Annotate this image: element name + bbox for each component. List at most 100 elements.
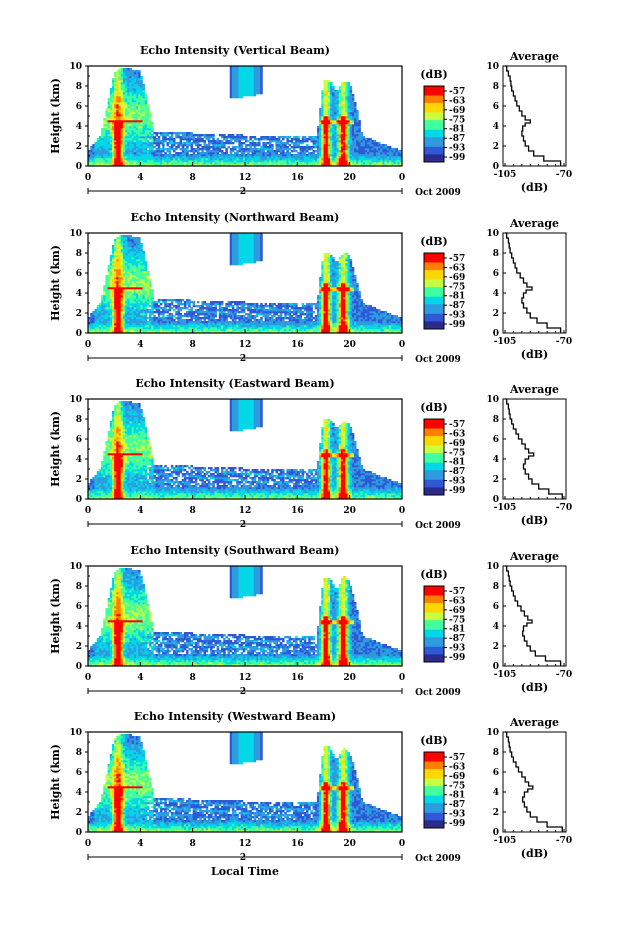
heatmap-cell <box>162 313 165 316</box>
heatmap-cell <box>277 156 281 159</box>
heatmap-cell <box>199 140 202 143</box>
heatmap-cell <box>334 130 337 133</box>
heatmap-cell <box>334 98 337 101</box>
heatmap-cell <box>234 317 237 320</box>
heatmap-cell <box>238 156 241 159</box>
heatmap-cell <box>114 130 117 133</box>
heatmap-cell <box>229 92 233 95</box>
heatmap-cell <box>345 84 348 87</box>
heatmap-cell <box>138 70 141 73</box>
heatmap-cell <box>264 162 268 165</box>
heatmap-cell <box>118 150 122 153</box>
heatmap-cell <box>236 138 239 141</box>
heatmap-cell <box>336 152 340 155</box>
heatmap-cell <box>90 325 93 328</box>
heatmap-cell <box>98 331 102 334</box>
heatmap-cell <box>114 301 117 304</box>
heatmap-cell <box>111 307 115 310</box>
heatmap-cell <box>225 150 228 153</box>
heatmap-cell <box>135 265 139 268</box>
heatmap-cell <box>164 160 167 163</box>
heatmap-cell <box>214 309 217 312</box>
heatmap-cell <box>203 315 207 318</box>
heatmap-cell <box>116 78 119 81</box>
heatmap-cell <box>122 279 126 282</box>
heatmap-cell <box>118 259 122 262</box>
heatmap-cell <box>111 154 115 157</box>
heatmap-cell <box>101 132 104 135</box>
heatmap-cell <box>238 162 241 165</box>
heatmap-cell <box>231 78 235 81</box>
heatmap-cell <box>168 132 172 135</box>
heatmap-cell <box>192 152 196 155</box>
heatmap-cell <box>247 68 250 71</box>
heatmap-cell <box>149 281 152 284</box>
heatmap-cell <box>135 331 139 334</box>
average-x-tick-label: -105 <box>494 170 517 180</box>
heatmap-cell <box>177 164 180 167</box>
heatmap-cell <box>138 130 141 133</box>
heatmap-cell <box>192 327 196 330</box>
heatmap-cell <box>234 86 237 89</box>
heatmap-cell <box>343 100 346 103</box>
heatmap-cell <box>140 100 143 103</box>
heatmap-cell <box>179 164 183 167</box>
heatmap-cell <box>397 162 401 165</box>
heatmap-cell <box>286 138 289 141</box>
heatmap-cell <box>142 136 145 139</box>
heatmap-cell <box>255 92 259 95</box>
heatmap-cell <box>146 303 150 306</box>
colorbar-tick-label: -69 <box>449 106 465 116</box>
heatmap-cell <box>96 162 100 165</box>
heatmap-cell <box>343 116 346 119</box>
heatmap-cell <box>299 162 302 165</box>
heatmap-cell <box>170 164 174 167</box>
heatmap-cell <box>231 263 235 266</box>
heatmap-cell <box>325 158 329 161</box>
heatmap-cell <box>149 164 152 167</box>
heatmap-cell <box>229 90 233 93</box>
heatmap-cell <box>214 331 217 334</box>
heatmap-cell <box>129 134 132 137</box>
heatmap-cell <box>114 255 117 258</box>
heatmap-cell <box>111 319 115 322</box>
heatmap-cell <box>146 162 150 165</box>
heatmap-cell <box>279 146 283 149</box>
heatmap-cell <box>354 114 357 117</box>
heatmap-cell <box>135 98 139 101</box>
heatmap-cell <box>336 158 340 161</box>
heatmap-cell <box>397 164 401 167</box>
heatmap-cell <box>386 146 390 149</box>
heatmap-cell <box>135 106 139 109</box>
heatmap-cell <box>177 301 180 304</box>
heatmap-cell <box>118 86 122 89</box>
heatmap-cell <box>116 317 119 320</box>
heatmap-cell <box>146 152 150 155</box>
heatmap-cell <box>290 154 294 157</box>
heatmap-cell <box>351 106 355 109</box>
heatmap-cell <box>168 156 172 159</box>
heatmap-cell <box>122 261 126 264</box>
heatmap-cell <box>118 263 122 266</box>
heatmap-cell <box>354 158 357 161</box>
heatmap-cell <box>101 134 104 137</box>
heatmap-cell <box>162 164 165 167</box>
heatmap-cell <box>116 104 119 107</box>
heatmap-cell <box>133 120 137 123</box>
heatmap-cell <box>118 124 122 127</box>
heatmap-cell <box>319 164 322 167</box>
heatmap-cell <box>131 132 135 135</box>
heatmap-cell <box>319 162 322 165</box>
heatmap-cell <box>362 142 366 145</box>
heatmap-cell <box>332 164 335 167</box>
heatmap-cell <box>90 162 93 165</box>
heatmap-cell <box>330 150 333 153</box>
heatmap-cell <box>212 134 215 137</box>
heatmap-cell <box>111 267 115 270</box>
heatmap-cell <box>151 297 154 300</box>
heatmap-cell <box>354 124 357 127</box>
heatmap-cell <box>356 128 359 131</box>
heatmap-cell <box>122 110 126 113</box>
heatmap-cell <box>146 331 150 334</box>
heatmap-cell <box>227 146 231 149</box>
